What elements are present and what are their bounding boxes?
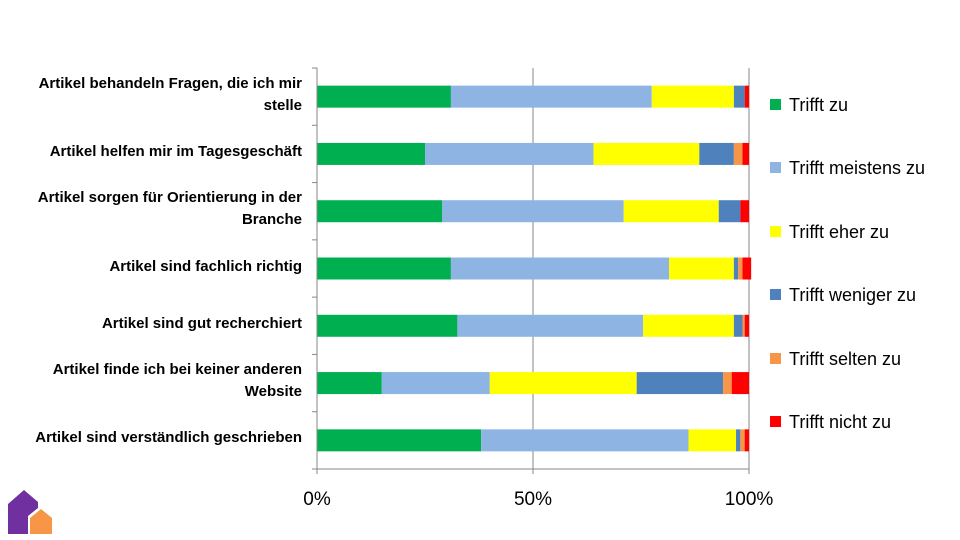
legend-label: Trifft selten zu (789, 348, 902, 369)
category-label-line: Artikel sorgen für Orientierung in der (37, 189, 302, 207)
category-label-line: Artikel sind verständlich geschrieben (35, 429, 302, 447)
legend-swatch (770, 289, 781, 301)
legend-label: Trifft zu (789, 95, 849, 115)
x-tick-label-50: 50% (513, 489, 553, 510)
bar-segment-2-5 (740, 200, 749, 223)
category-label-5: Artikel finde ich bei keiner anderen Webs… (0, 359, 302, 403)
category-label-6: Artikel sind verständlich geschrieben (0, 427, 302, 449)
legend-item-0: Trifft zu (770, 94, 925, 157)
bar-segment-4-3 (733, 314, 743, 337)
bar-segment-3-3 (733, 257, 739, 280)
bar-segment-4-0 (317, 314, 458, 337)
bar-segment-3-4 (738, 257, 743, 280)
bar-segment-6-5 (744, 429, 749, 452)
bar-segment-0-3 (733, 85, 745, 108)
bar-segment-5-4 (723, 372, 732, 395)
x-tick-label-100: 100% (724, 489, 774, 510)
category-label-1: Artikel helfen mir im Tagesgeschäft (0, 141, 302, 163)
legend-item-5: Trifft nicht zu (770, 411, 925, 474)
bar-segment-5-1 (381, 372, 490, 395)
bar-segment-2-3 (718, 200, 741, 223)
x-tick-label-0: 0% (303, 489, 331, 510)
legend-label: Trifft eher zu (789, 221, 890, 242)
bar-segment-3-5 (742, 257, 752, 280)
bar-segment-2-1 (442, 200, 624, 223)
legend-label: Trifft meistens zu (789, 158, 926, 179)
bar-segment-1-5 (742, 142, 749, 165)
bar-segment-5-3 (636, 372, 724, 395)
category-label-line: Website (244, 383, 302, 401)
bar-segment-2-0 (317, 200, 443, 223)
bar-segment-6-0 (317, 429, 482, 452)
category-label-3: Artikel sind fachlich richtig (0, 256, 302, 278)
bar-segment-0-0 (317, 85, 451, 108)
category-label-line: Artikel behandeln Fragen, die ich mir (38, 74, 302, 92)
legend-swatch (770, 99, 781, 110)
bar-segment-0-2 (651, 85, 734, 108)
legend-swatch (770, 415, 781, 427)
legend-label: Trifft weniger zu (789, 285, 917, 306)
house-logo-icon (8, 490, 52, 534)
bar-segment-4-4 (742, 314, 745, 337)
bar-segment-1-3 (699, 142, 734, 165)
legend-swatch (770, 162, 781, 174)
bar-segment-1-4 (733, 142, 743, 165)
bar-segment-4-1 (457, 314, 644, 337)
bar-segment-4-2 (643, 314, 734, 337)
bar-segment-0-5 (744, 85, 749, 108)
legend-item-1: Trifft meistens zu (770, 157, 925, 220)
bar-segment-1-2 (593, 142, 700, 165)
bar-segment-1-0 (317, 142, 425, 165)
legend-item-3: Trifft weniger zu (770, 284, 925, 347)
bar-segment-0-1 (450, 85, 652, 108)
category-label-line: Artikel finde ich bei keiner anderen (52, 361, 302, 379)
legend-item-2: Trifft eher zu (770, 221, 925, 284)
bar-segments (317, 85, 752, 452)
category-label-line: Artikel sind fachlich richtig (109, 257, 302, 275)
category-label-line: Artikel sind gut recherchiert (101, 314, 302, 332)
category-label-4: Artikel sind gut recherchiert (0, 313, 302, 335)
category-label-line: Artikel helfen mir im Tagesgeschäft (49, 142, 302, 160)
bar-segment-2-2 (623, 200, 719, 223)
bar-segment-6-3 (736, 429, 741, 452)
category-label-2: Artikel sorgen für Orientierung in der Br… (0, 187, 302, 231)
bar-segment-4-5 (744, 314, 749, 337)
legend-swatch (770, 352, 781, 364)
bar-segment-5-2 (489, 372, 637, 395)
legend-swatch (770, 225, 781, 237)
category-label-line: stelle (263, 96, 302, 114)
bar-segment-3-0 (317, 257, 451, 280)
bar-segment-1-1 (425, 142, 594, 165)
legend-item-4: Trifft selten zu (770, 348, 925, 411)
bar-segment-6-1 (481, 429, 689, 452)
bar-segment-3-2 (669, 257, 734, 280)
bar-segment-6-2 (688, 429, 737, 452)
category-label-0: Artikel behandeln Fragen, die ich mir ste… (0, 73, 302, 117)
legend-label: Trifft nicht zu (789, 411, 892, 432)
axes (312, 67, 750, 474)
bar-segment-5-0 (317, 372, 382, 395)
bar-segment-3-1 (450, 257, 670, 280)
bar-segment-5-5 (731, 372, 749, 395)
bar-segment-6-4 (740, 429, 745, 452)
legend: Trifft zu Trifft meistens zu Trifft eher z… (770, 94, 925, 474)
category-label-line: Branche (241, 211, 302, 229)
